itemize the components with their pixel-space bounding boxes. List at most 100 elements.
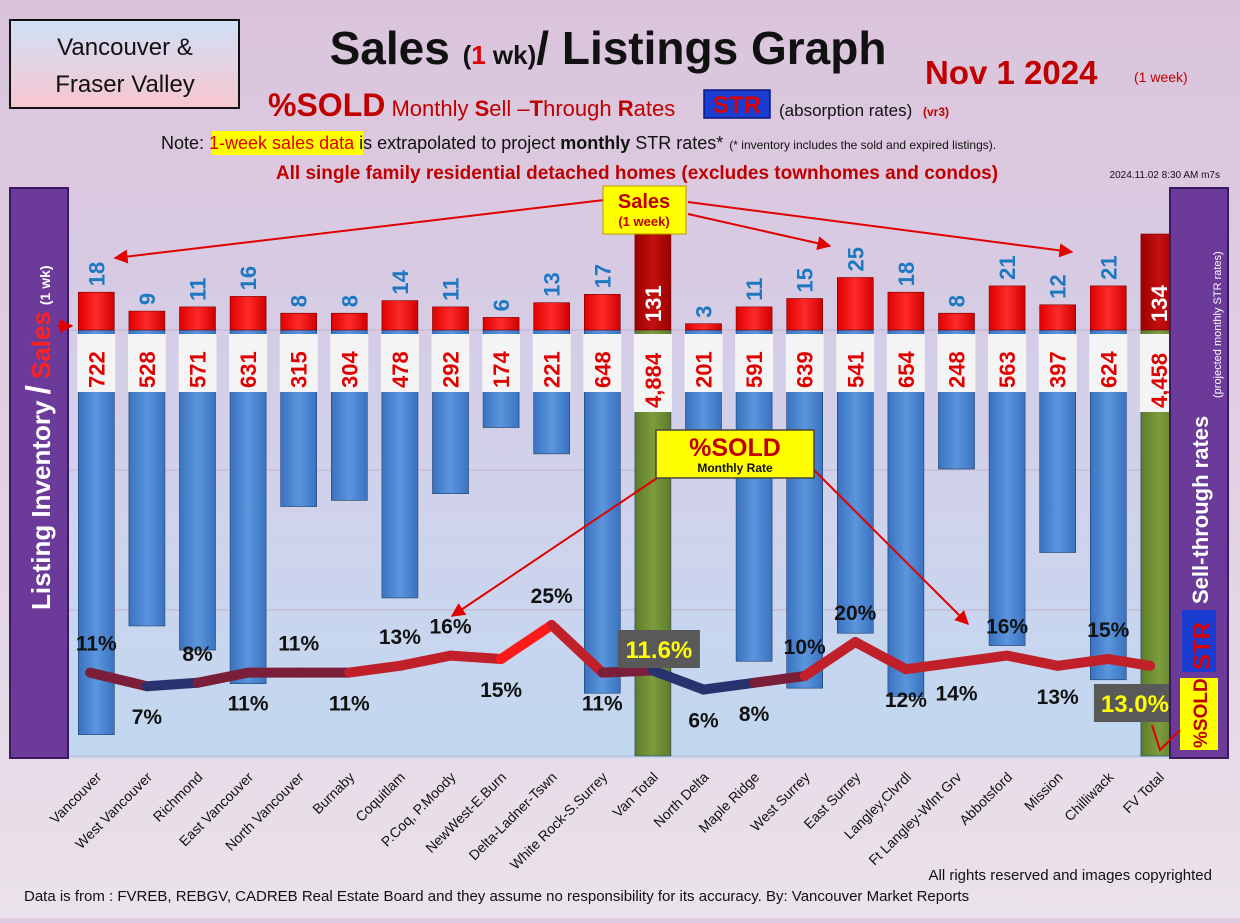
str-label: 15% (1087, 619, 1129, 642)
str-line-segment (1103, 654, 1155, 671)
sales-bar (1090, 285, 1127, 331)
timestamp: 2024.11.02 8:30 AM m7s (1110, 170, 1220, 181)
str-labels: 11% 7% 8% 11% 11% 11% 13% 16% 15% 25% 11% 11.6% 6% 8%… (76, 585, 1176, 733)
str-total-label: 11.6% (626, 637, 693, 664)
sales-bar (685, 323, 722, 331)
str-line-segment (344, 660, 405, 678)
data-source-note: Data is from : FVREB, REBGV, CADREB Real… (24, 888, 969, 905)
sales-bar (432, 306, 469, 331)
str-label: 14% (935, 682, 977, 705)
inventory-label: 639 (793, 351, 818, 388)
inventory-label: 631 (236, 351, 261, 388)
sales-label: 11 (742, 278, 767, 301)
inventory-label: 4,458 (1147, 353, 1172, 408)
inventory-labels: 722 528 571 631 315 304 478 292 174 221 648 4,884 20… (77, 334, 1178, 412)
region-line2: Fraser Valley (55, 71, 195, 98)
sales-label: 8 (945, 295, 970, 307)
inventory-label-bg (1089, 334, 1128, 392)
right-axis-subtitle: (projected monthly STR rates) (1212, 251, 1224, 398)
left-slash: / (20, 385, 58, 395)
sales-bar (836, 277, 874, 331)
inventory-label: 248 (945, 351, 970, 388)
str-line-segment (647, 665, 709, 695)
str-line-segment (799, 637, 861, 681)
sales-label: 8 (337, 295, 362, 307)
str-label: 15% (480, 679, 522, 702)
str-line-segment (900, 657, 962, 675)
str-line-segment (141, 677, 203, 692)
str-line-segment (1002, 650, 1063, 671)
title-main: Sales (330, 22, 463, 74)
str-line-segment (1052, 654, 1114, 671)
str-label: 11% (278, 633, 319, 656)
sales-callout-sub: (1 week) (618, 214, 669, 229)
sales-label: 134 (1147, 285, 1172, 322)
subtitle-s: S (475, 96, 490, 121)
inventory-label-bg (988, 334, 1027, 392)
right-str-label: STR (1189, 622, 1216, 670)
str-total-bg (1093, 684, 1176, 722)
sales-bar (128, 310, 166, 331)
str-line-segment (496, 620, 557, 664)
sales-bar (533, 302, 571, 331)
title-rest: / Listings Graph (536, 22, 886, 74)
inventory-label: 541 (843, 351, 868, 388)
subtitle-ates: ates (634, 96, 676, 121)
left-wk-label: (1 wk) (37, 265, 53, 305)
str-total-bg (617, 630, 700, 668)
sales-label: 9 (135, 293, 160, 305)
inventory-label-bg (77, 334, 116, 392)
str-badge: STR (703, 89, 771, 119)
subtitle-hrough: hrough (543, 96, 618, 121)
right-axis-panel: Sell-through rates (projected monthly ST… (1169, 187, 1229, 759)
str-label: 7% (132, 706, 163, 729)
subtitle-t: T (530, 96, 544, 121)
sales-bar (634, 233, 672, 331)
sales-label: 21 (1096, 255, 1121, 279)
sales-label: 11 (186, 278, 211, 301)
scope-note: All single family residential detached h… (276, 163, 998, 184)
extrapolation-note: Note: 1-week sales data is extrapolated … (161, 133, 996, 153)
inventory-label-bg (785, 334, 824, 392)
inventory-label: 201 (692, 351, 717, 388)
title-wk: wk) (486, 40, 537, 70)
inventory-label-bg (836, 334, 875, 392)
sales-label: 15 (793, 268, 818, 292)
sales-bar (381, 300, 419, 331)
sales-callout-title: Sales (618, 191, 670, 213)
inventory-label: 648 (590, 351, 615, 388)
note-highlight: 1-week sales data (209, 133, 355, 153)
region-box: Vancouver & Fraser Valley (9, 19, 240, 109)
sales-bar (229, 296, 267, 331)
sales-label: 17 (590, 264, 615, 288)
inventory-label: 624 (1096, 351, 1121, 388)
str-line-segment (546, 620, 608, 678)
str-label: 8% (739, 703, 770, 726)
report-date-note: (1 week) (1134, 69, 1188, 85)
subtitle-ell: ell – (489, 96, 530, 121)
subtitle-sold: %SOLD (268, 87, 385, 123)
subtitle-r: R (618, 96, 634, 121)
sales-label: 13 (540, 272, 565, 296)
sales-label: 6 (489, 299, 514, 311)
inventory-label: 304 (337, 351, 362, 388)
sales-label: 131 (641, 285, 666, 322)
copyright-note: All rights reserved and images copyright… (929, 867, 1212, 884)
sales-label: 21 (995, 255, 1020, 279)
sold-callout-sub: Monthly Rate (697, 461, 773, 475)
right-str-badge (1182, 610, 1216, 672)
sales-bar (179, 306, 216, 331)
inventory-label-bg (937, 334, 976, 392)
absorption-note: (absorption rates) (779, 101, 912, 120)
sales-bar (735, 306, 773, 331)
sales-bar (786, 298, 824, 331)
sales-labels: 18 9 11 16 8 8 14 11 6 13 17 131 3 11 15 25 18 8 21 12 21 134 (84, 247, 1172, 322)
str-label: 10% (784, 636, 826, 659)
right-sold-label: %SOLD (1191, 678, 1212, 748)
left-axis-title: Listing Inventory / Sales (1 wk) (20, 265, 58, 610)
sales-label: 18 (894, 262, 919, 286)
sales-bar (78, 291, 115, 331)
right-axis-title: Sell-through rates (1188, 416, 1213, 604)
version-note: (vr3) (923, 105, 949, 119)
sales-label: 3 (692, 305, 717, 317)
